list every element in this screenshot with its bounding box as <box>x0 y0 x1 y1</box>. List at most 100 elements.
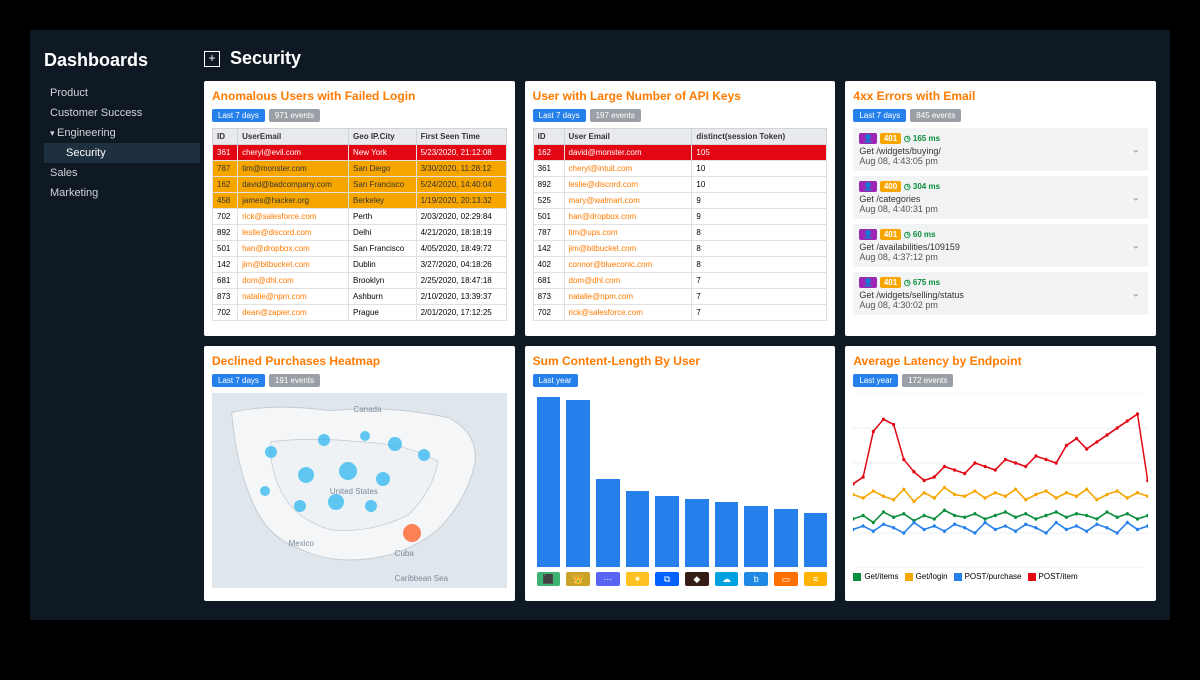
card-latency[interactable]: Average Latency by Endpoint Last year 17… <box>845 346 1156 601</box>
card-api-keys[interactable]: User with Large Number of API Keys Last … <box>525 81 836 336</box>
cell: 105 <box>692 145 827 161</box>
cell: natalie@npm.com <box>564 289 692 305</box>
error-item[interactable]: 👤 400 304 msGet /categoriesAug 08, 4:40:… <box>853 176 1148 219</box>
cell: mary@walmart.com <box>564 193 692 209</box>
events-badge: 197 events <box>590 109 641 122</box>
cell: 525 <box>533 193 564 209</box>
error-item[interactable]: 👤 401 60 msGet /availabilities/109159Aug… <box>853 224 1148 267</box>
error-path: Get /widgets/selling/status <box>859 290 1142 300</box>
range-badge[interactable]: Last 7 days <box>212 109 265 122</box>
cell: Perth <box>349 209 417 225</box>
range-badge[interactable]: Last year <box>853 374 898 387</box>
card-content-length[interactable]: Sum Content-Length By User Last year ⬛👑⋯… <box>525 346 836 601</box>
table-row[interactable]: 702rick@salesforce.com7 <box>533 305 827 321</box>
table-row[interactable]: 142jim@bitbucket.com8 <box>533 241 827 257</box>
cell: San Diego <box>349 161 417 177</box>
table-row[interactable]: 162david@badcompany.comSan Francisco5/24… <box>213 177 507 193</box>
table-row[interactable]: 787tim@ups.com8 <box>533 225 827 241</box>
brand-icon: 👑 <box>566 572 590 586</box>
table-row[interactable]: 873natalie@npm.com7 <box>533 289 827 305</box>
map-label: Mexico <box>289 539 314 548</box>
range-badge[interactable]: Last 7 days <box>212 374 265 387</box>
table-row[interactable]: 702dean@zapier.comPrague2/01/2020, 17:12… <box>213 305 507 321</box>
range-badge[interactable]: Last 7 days <box>853 109 906 122</box>
cell: 873 <box>533 289 564 305</box>
error-path: Get /categories <box>859 194 1142 204</box>
table-row[interactable]: 501han@dropbox.comSan Francisco4/05/2020… <box>213 241 507 257</box>
cell: 142 <box>533 241 564 257</box>
heatmap: CanadaUnited StatesMexicoCubaCaribbean S… <box>212 393 507 588</box>
bar-chart: ⬛👑⋯✶⧉◆☁b▭≡ <box>533 393 828 588</box>
range-badge[interactable]: Last 7 days <box>533 109 586 122</box>
cell: 702 <box>533 305 564 321</box>
bar <box>744 506 768 567</box>
card-title: User with Large Number of API Keys <box>533 89 828 103</box>
sidebar-title: Dashboards <box>44 50 200 71</box>
table-row[interactable]: 873natalie@npm.comAshburn2/10/2020, 13:3… <box>213 289 507 305</box>
cell: dom@dhl.com <box>564 273 692 289</box>
cell: dean@zapier.com <box>238 305 349 321</box>
sidebar-item-marketing[interactable]: Marketing <box>44 183 200 203</box>
card-title: 4xx Errors with Email <box>853 89 1148 103</box>
error-item[interactable]: 👤 401 675 msGet /widgets/selling/statusA… <box>853 272 1148 315</box>
table-row[interactable]: 702rick@salesforce.comPerth2/03/2020, 02… <box>213 209 507 225</box>
add-dashboard-button[interactable]: + <box>204 51 220 67</box>
sidebar-item-engineering[interactable]: Engineering <box>44 123 200 143</box>
bar <box>685 499 709 567</box>
table-row[interactable]: 458james@hacker.orgBerkeley1/19/2020, 20… <box>213 193 507 209</box>
table-row[interactable]: 361cheryl@evil.comNew York5/23/2020, 21:… <box>213 145 507 161</box>
cell: jim@bitbucket.com <box>238 257 349 273</box>
range-badge[interactable]: Last year <box>533 374 578 387</box>
line-chart <box>853 393 1148 568</box>
latency: 165 ms <box>904 134 940 143</box>
user-icon: 👤 <box>859 181 877 192</box>
table-row[interactable]: 681dom@dhl.com7 <box>533 273 827 289</box>
column-header: ID <box>533 129 564 145</box>
cell: cheryl@evil.com <box>238 145 349 161</box>
heatmap-dot <box>360 431 370 441</box>
table-row[interactable]: 892leslie@discord.com10 <box>533 177 827 193</box>
table-row[interactable]: 787tim@monster.comSan Diego3/30/2020, 11… <box>213 161 507 177</box>
table-row[interactable]: 525mary@walmart.com9 <box>533 193 827 209</box>
card-anomalous-users[interactable]: Anomalous Users with Failed Login Last 7… <box>204 81 515 336</box>
cell: 9 <box>692 209 827 225</box>
status-code-badge: 401 <box>880 229 901 240</box>
card-4xx-errors[interactable]: 4xx Errors with Email Last 7 days 845 ev… <box>845 81 1156 336</box>
card-title: Average Latency by Endpoint <box>853 354 1148 368</box>
sidebar-item-security[interactable]: Security <box>44 143 200 163</box>
cell: 702 <box>213 209 238 225</box>
cell: 873 <box>213 289 238 305</box>
table-row[interactable]: 681dom@dhl.comBrooklyn2/25/2020, 18:47:1… <box>213 273 507 289</box>
table-row[interactable]: 162david@monster.com105 <box>533 145 827 161</box>
table-row[interactable]: 501han@dropbox.com9 <box>533 209 827 225</box>
error-time: Aug 08, 4:40:31 pm <box>859 204 1142 214</box>
heatmap-dot <box>260 486 270 496</box>
cell: 3/27/2020, 04:18:26 <box>416 257 506 273</box>
map-label: Cuba <box>395 549 414 558</box>
table-row[interactable]: 361cheryl@intuit.com10 <box>533 161 827 177</box>
sidebar-item-sales[interactable]: Sales <box>44 163 200 183</box>
table-row[interactable]: 892leslie@discord.comDelhi4/21/2020, 18:… <box>213 225 507 241</box>
table-row[interactable]: 402connor@blueconic.com8 <box>533 257 827 273</box>
sidebar-item-customer-success[interactable]: Customer Success <box>44 103 200 123</box>
cell: 2/10/2020, 13:39:37 <box>416 289 506 305</box>
cell: 8 <box>692 257 827 273</box>
heatmap-dot <box>376 472 390 486</box>
cell: 4/05/2020, 18:49:72 <box>416 241 506 257</box>
error-item[interactable]: 👤 401 165 msGet /widgets/buying/Aug 08, … <box>853 128 1148 171</box>
heatmap-dot <box>294 500 306 512</box>
column-header: UserEmail <box>238 129 349 145</box>
events-badge: 845 events <box>910 109 961 122</box>
latency: 60 ms <box>904 230 936 239</box>
series-line <box>853 523 1148 534</box>
cell: 681 <box>533 273 564 289</box>
status-code-badge: 401 <box>880 277 901 288</box>
user-icon: 👤 <box>859 133 877 144</box>
latency: 675 ms <box>904 278 940 287</box>
legend-item: Get/login <box>905 572 948 581</box>
card-heatmap[interactable]: Declined Purchases Heatmap Last 7 days 1… <box>204 346 515 601</box>
table-row[interactable]: 142jim@bitbucket.comDublin3/27/2020, 04:… <box>213 257 507 273</box>
sidebar-item-product[interactable]: Product <box>44 83 200 103</box>
cell: 361 <box>533 161 564 177</box>
cell: leslie@discord.com <box>564 177 692 193</box>
